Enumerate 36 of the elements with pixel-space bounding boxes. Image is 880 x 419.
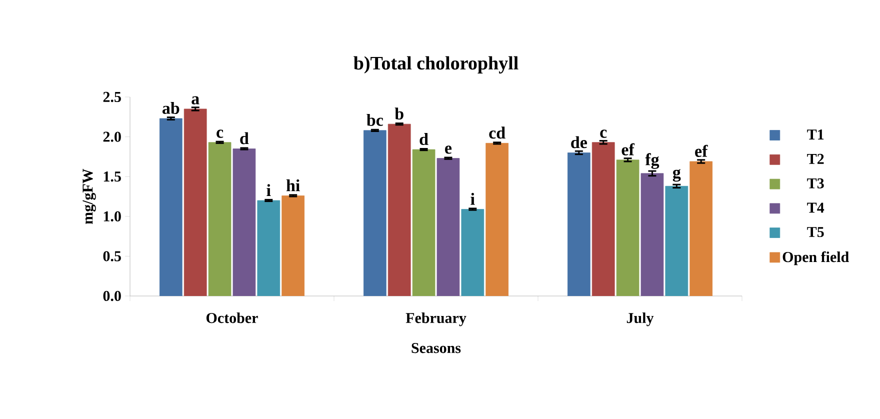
legend-label: T5 [807, 227, 824, 238]
data-label: ef [622, 143, 635, 156]
y-tick-label: 2.0 [103, 132, 121, 142]
y-tick-label: 2.5 [103, 92, 121, 102]
x-tick-label: October [206, 312, 258, 324]
data-label: a [192, 96, 200, 104]
data-label: b [394, 108, 404, 120]
legend-label: T3 [807, 178, 824, 188]
data-label: cd [489, 126, 506, 139]
data-label: e [445, 146, 452, 154]
x-tick-label: February [406, 312, 466, 326]
data-label: de [571, 136, 587, 148]
x-axis-title: Seasons [412, 343, 461, 354]
data-label: ab [162, 102, 180, 114]
y-tick-label: 1.0 [104, 211, 121, 222]
y-tick-label: 0.5 [103, 251, 121, 262]
data-label: d [240, 132, 249, 144]
y-tick-label: 0.0 [103, 290, 121, 302]
data-label: ef [695, 144, 708, 157]
legend-label: T2 [807, 154, 824, 164]
data-label: hi [286, 179, 300, 192]
data-label: d [420, 133, 428, 146]
data-label: i [266, 184, 271, 196]
data-label: g [672, 169, 681, 182]
legend-label: T4 [807, 202, 824, 213]
data-label: c [600, 130, 607, 138]
y-axis-title: mg/gFW [82, 168, 96, 224]
x-tick-label: July [626, 312, 654, 326]
y-tick-label: 1.5 [104, 172, 121, 182]
chart-title: b)Total cholorophyll [354, 56, 518, 74]
data-label: bc [366, 114, 383, 126]
data-label: i [470, 192, 475, 205]
legend-label: Open field [782, 251, 849, 266]
data-label: c [216, 130, 224, 138]
data-label: fg [645, 153, 660, 169]
legend-label: T1 [807, 130, 824, 140]
